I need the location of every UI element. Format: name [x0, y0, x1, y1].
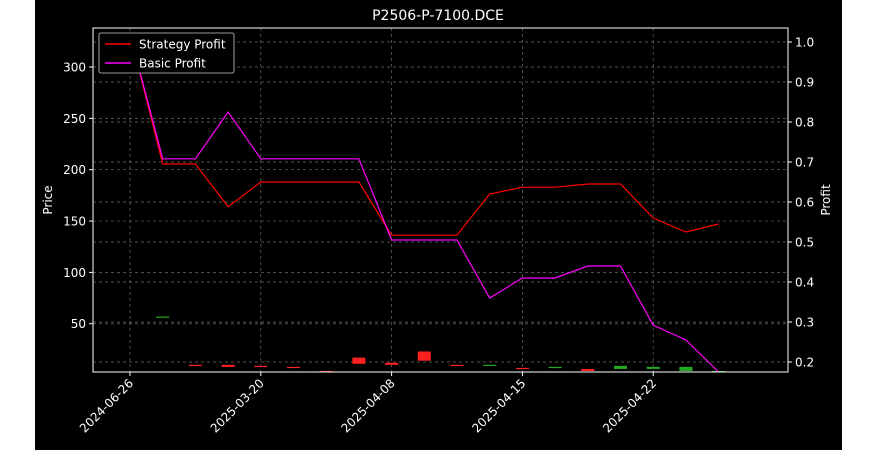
y-right-tick-label: 0.3: [795, 316, 814, 330]
y-right-tick-label: 0.2: [795, 356, 814, 370]
candle: [548, 366, 562, 369]
legend-label: Basic Profit: [139, 57, 206, 71]
candle: [385, 362, 399, 365]
candle: [581, 368, 595, 371]
y-right-tick-label: 0.9: [795, 76, 814, 90]
chart-canvas: P2506-P-7100.DCE 50 100 150 200 250 300 0.2 0.3…: [35, 0, 842, 450]
candle: [287, 366, 300, 369]
series-line-basic-profit: [129, 33, 720, 373]
x-tick-label: 2025-03-20: [208, 376, 267, 435]
y-left-tick-label: 200: [63, 163, 86, 177]
candle: [156, 316, 170, 318]
plot-area-frame: [92, 27, 789, 373]
candle: [417, 351, 431, 361]
y-right-tick-label: 1.0: [795, 36, 814, 50]
y-axis-label-left: Price: [41, 185, 55, 214]
x-tick-label: 2024-06-26: [77, 376, 136, 435]
y-right-tick-label: 0.4: [795, 276, 814, 290]
y-right-tick-label: 0.6: [795, 196, 814, 210]
x-tick-label: 2025-04-08: [339, 376, 398, 435]
candle: [352, 357, 366, 364]
y-left-tick-label: 50: [71, 317, 86, 331]
y-left-tick-label: 100: [63, 266, 86, 280]
legend: Strategy Profit Basic Profit: [98, 32, 235, 74]
y-right-tick-label: 0.8: [795, 116, 814, 130]
candle: [646, 366, 660, 369]
y-left-tick-label: 300: [63, 61, 86, 75]
series-line-strategy-profit: [129, 33, 719, 236]
x-tick-label: 2025-04-22: [600, 376, 659, 435]
chart-title: P2506-P-7100.DCE: [372, 8, 504, 24]
y-right-tick-label: 0.5: [795, 236, 814, 250]
y-left-tick-label: 250: [63, 112, 86, 126]
candle: [483, 364, 497, 367]
candle: [614, 365, 627, 369]
legend-label: Strategy Profit: [139, 38, 226, 52]
candle: [679, 366, 693, 371]
candle: [450, 364, 464, 367]
candle: [221, 364, 235, 367]
y-right-tick-label: 0.7: [795, 156, 814, 170]
price-profit-chart: P2506-P-7100.DCE 50 100 150 200 250 300 0.2 0.3…: [41, 8, 833, 435]
candle: [515, 367, 529, 370]
y-axis-label-right: Profit: [819, 184, 833, 216]
legend-frame: [98, 32, 235, 74]
candle: [188, 364, 202, 367]
x-tick-label: 2025-04-15: [469, 376, 528, 435]
y-left-tick-label: 150: [63, 215, 86, 229]
candle: [254, 365, 268, 368]
